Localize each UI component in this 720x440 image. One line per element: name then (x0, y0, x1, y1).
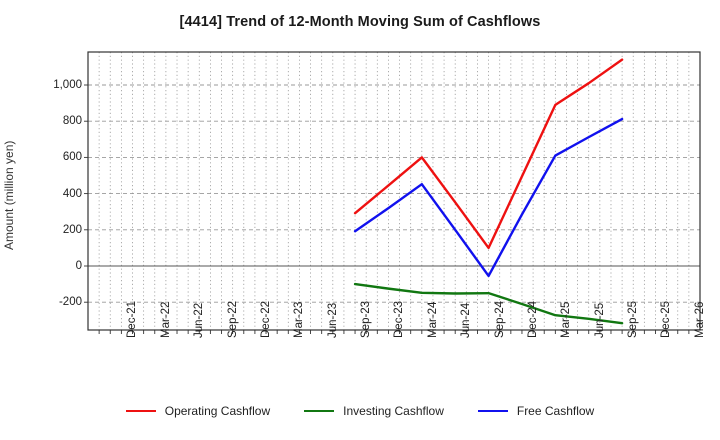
y-tick-label: 800 (62, 115, 82, 128)
x-tick-label: Dec-23 (393, 300, 406, 338)
x-tick-label: Mar-26 (693, 301, 706, 338)
grid-layer (88, 52, 700, 330)
plot-border (87, 51, 701, 331)
legend-label: Investing Cashflow (343, 404, 444, 418)
legend-item[interactable]: Free Cashflow (477, 404, 595, 418)
x-tick-label: Mar-24 (426, 301, 439, 338)
legend-label: Operating Cashflow (164, 404, 271, 418)
x-tick-label: Sep-25 (627, 300, 640, 338)
y-tick-label: 400 (62, 187, 82, 200)
x-tick-label: Dec-21 (126, 300, 139, 338)
legend-color-swatch (477, 410, 508, 412)
x-tick-label: Jun-25 (593, 302, 606, 338)
plot-frame (84, 51, 701, 334)
series-layer (353, 58, 624, 325)
y-tick-label: 1,000 (53, 79, 82, 91)
chart-legend: Operating Cashflow Investing Cashflow Free… (0, 404, 720, 418)
legend-color-swatch (125, 410, 156, 412)
y-tick-label: 200 (62, 223, 82, 236)
y-tick-label: 0 (75, 260, 82, 272)
x-tick-label: Sep-24 (493, 300, 506, 338)
series-line-operating-cashflow (353, 58, 624, 250)
x-tick-label: Dec-25 (660, 300, 673, 338)
x-tick-label: Jun-24 (460, 302, 473, 338)
legend-color-swatch (304, 410, 335, 412)
x-tick-label: Dec-24 (526, 300, 539, 338)
series-line-investing-cashflow (353, 282, 624, 325)
legend-item[interactable]: Investing Cashflow (304, 404, 444, 418)
x-tick-label: Mar-25 (560, 301, 573, 338)
x-tick-label: Jun-22 (193, 302, 206, 338)
legend-item[interactable]: Operating Cashflow (125, 404, 271, 418)
x-tick-label: Mar-23 (293, 301, 306, 338)
y-tick-label: 600 (62, 151, 82, 164)
x-tick-label: Sep-22 (226, 300, 239, 338)
legend-label: Free Cashflow (516, 404, 595, 418)
y-tick-label: -200 (58, 296, 82, 309)
x-tick-label: Mar-22 (159, 301, 172, 338)
x-tick-label: Sep-23 (360, 300, 373, 338)
series-line-free-cashflow (353, 117, 624, 278)
chart-title: [4414] Trend of 12-Month Moving Sum of C… (179, 14, 541, 30)
x-tick-label: Jun-23 (326, 302, 339, 338)
x-tick-label: Dec-22 (259, 300, 272, 338)
